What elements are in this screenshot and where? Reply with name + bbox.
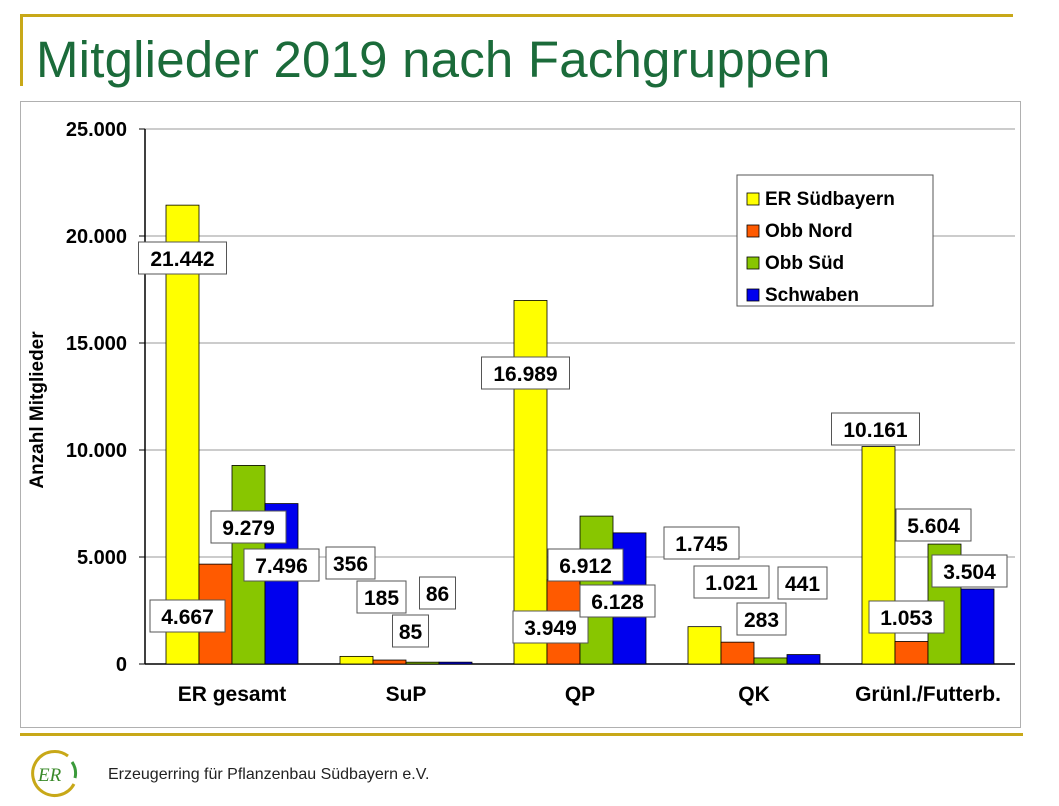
x-tick-label: SuP	[386, 683, 427, 706]
data-label: 7.496	[255, 555, 308, 578]
legend-swatch	[746, 256, 760, 270]
y-tick-label: 0	[116, 654, 127, 676]
data-label: 9.279	[222, 517, 275, 540]
x-tick-label: ER gesamt	[178, 683, 287, 706]
slide-title: Mitglieder 2019 nach Fachgruppen	[36, 31, 831, 88]
data-label: 5.604	[907, 515, 960, 538]
data-label: 1.021	[705, 572, 758, 595]
legend-entry: Obb Süd	[765, 253, 844, 274]
data-label-box	[210, 510, 287, 544]
bar-er-s-dbayern	[339, 655, 374, 665]
y-tick-label: 20.000	[66, 226, 127, 248]
data-label: 21.442	[150, 248, 214, 271]
data-label-box	[663, 526, 740, 560]
data-label-box	[547, 548, 624, 582]
bar-er-s-dbayern	[165, 204, 200, 665]
data-label: 4.667	[161, 606, 214, 629]
legend-swatch	[746, 224, 760, 238]
title-top-rule	[20, 14, 1013, 17]
data-label: 10.161	[843, 419, 908, 442]
x-tick-label: QK	[738, 683, 770, 706]
footer-rule	[20, 733, 1023, 736]
legend-swatch	[746, 288, 760, 302]
data-label-box	[736, 602, 787, 636]
bar-chart: 0 5.000 10.000 15.000 20.000 25.000 Anzahl Mit…	[27, 119, 1015, 706]
data-label: 86	[426, 583, 449, 606]
data-label-box	[481, 356, 570, 390]
data-label-box	[356, 580, 407, 614]
data-label-box	[419, 576, 456, 610]
bar-obb-s-d	[405, 661, 440, 665]
data-label: 6.128	[591, 591, 644, 614]
data-label: 85	[399, 621, 423, 644]
legend-entry: Schwaben	[765, 285, 859, 306]
bar-er-s-dbayern	[687, 626, 722, 665]
data-label: 185	[364, 587, 399, 610]
bar-obb-nord	[894, 641, 929, 665]
data-label-box	[243, 548, 320, 582]
y-tick-label: 5.000	[77, 547, 127, 569]
data-label-box	[392, 614, 429, 648]
legend-box	[736, 174, 934, 307]
bar-obb-nord	[720, 641, 755, 665]
footer-organization: Erzeugerring für Pflanzenbau Südbayern e…	[108, 766, 430, 783]
bar-schwaben	[786, 654, 821, 665]
y-tick-label: 25.000	[66, 119, 127, 141]
bar-schwaben	[438, 661, 473, 665]
y-tick-label: 15.000	[66, 333, 127, 355]
data-label: 283	[744, 609, 779, 632]
data-label-box	[325, 546, 376, 580]
data-label-box	[895, 508, 972, 542]
data-label: 441	[785, 573, 820, 596]
legend-entry: Obb Nord	[765, 221, 853, 242]
bar-obb-s-d	[753, 657, 788, 665]
data-label-box	[512, 610, 589, 644]
x-tick-label: QP	[565, 683, 595, 706]
data-label: 16.989	[493, 363, 557, 386]
data-label-box	[138, 241, 227, 275]
data-label-box	[831, 412, 920, 446]
data-label: 1.053	[880, 607, 933, 630]
data-label-box	[777, 566, 828, 600]
y-axis-title: Anzahl Mitglieder	[27, 331, 48, 489]
logo-text: ER	[37, 765, 62, 786]
legend-swatch	[746, 192, 760, 206]
data-label: 3.949	[524, 617, 577, 640]
bar-schwaben	[960, 588, 995, 665]
data-label-box	[931, 554, 1008, 588]
data-label-box	[579, 584, 656, 618]
data-label: 1.745	[675, 533, 728, 556]
data-label-box	[693, 565, 770, 599]
y-tick-label: 10.000	[66, 440, 127, 462]
er-logo-icon: ER	[31, 750, 78, 797]
x-tick-label: Grünl./Futterb.	[855, 683, 1001, 706]
data-label: 6.912	[559, 555, 612, 578]
title-left-rule	[20, 14, 23, 86]
data-label: 356	[333, 553, 368, 576]
bar-er-s-dbayern	[513, 300, 548, 665]
data-label-box	[868, 600, 945, 634]
bar-obb-nord	[372, 659, 407, 665]
legend-entry: ER Südbayern	[765, 189, 895, 210]
data-label: 3.504	[943, 561, 996, 584]
data-label-box	[149, 599, 226, 633]
